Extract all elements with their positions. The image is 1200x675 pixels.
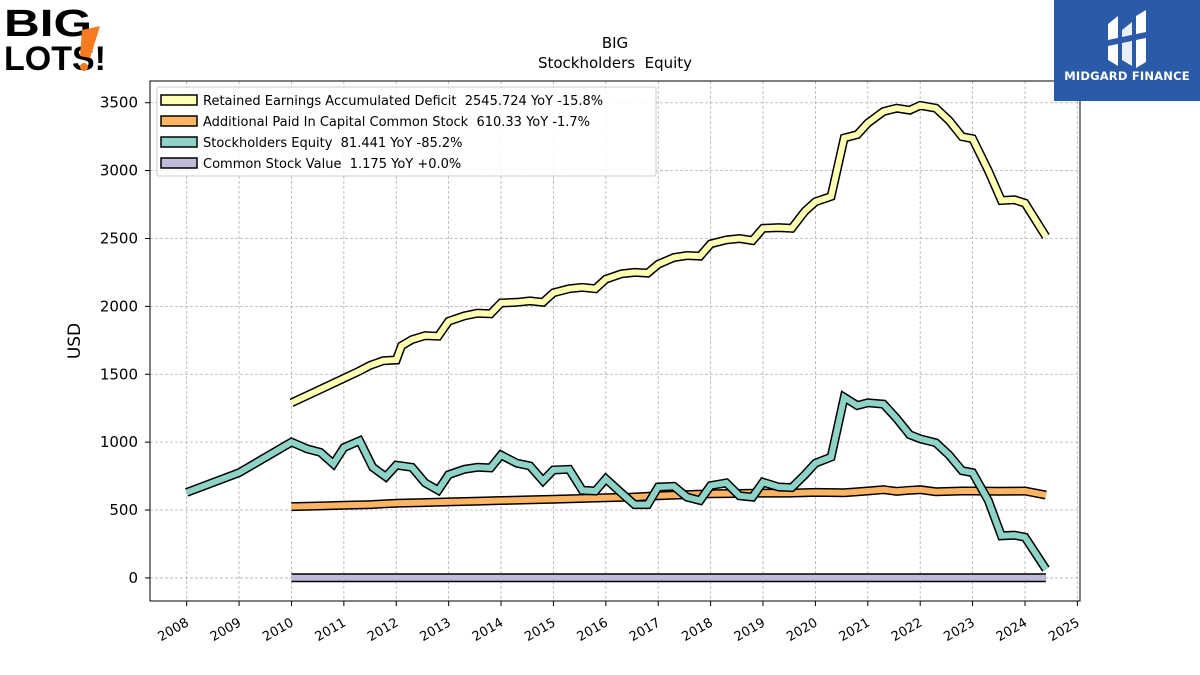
big-lots-logo: BIG LOTS! (4, 4, 104, 74)
y-tick-label: 3000 (100, 162, 138, 180)
big-lots-logo-exclaim-accent (80, 26, 100, 58)
x-tick-label: 2015 (522, 615, 558, 645)
series-2 (291, 485, 1047, 512)
series-line (185, 392, 1049, 571)
legend-swatch (160, 94, 198, 106)
x-tick-label: 2020 (784, 615, 820, 645)
legend-swatch (160, 136, 198, 148)
series-line (291, 486, 1047, 510)
x-tick-label: 2008 (156, 615, 192, 645)
midgard-finance-logo: MIDGARD FINANCE (1054, 0, 1200, 101)
x-tick-label: 2012 (365, 615, 401, 645)
x-tick-label: 2014 (470, 615, 506, 645)
y-tick-label: 1000 (100, 433, 138, 451)
series-3 (185, 390, 1050, 572)
x-tick-label: 2018 (679, 615, 715, 645)
y-axis-label: USD (65, 323, 85, 359)
y-tick-label: 3500 (100, 94, 138, 112)
x-tick-label: 2011 (313, 615, 349, 645)
x-tick-label: 2023 (941, 615, 977, 645)
x-tick-label: 2021 (837, 615, 873, 645)
x-tick-label: 2016 (575, 615, 611, 645)
y-tick-label: 2500 (100, 229, 138, 247)
y-tick-label: 500 (109, 501, 138, 519)
x-tick-label: 2022 (889, 615, 925, 645)
y-tick-label: 0 (128, 569, 138, 587)
x-tick-label: 2019 (732, 615, 768, 645)
x-tick-label: 2010 (260, 615, 296, 645)
x-tick-label: 2009 (208, 615, 244, 645)
legend-entry: Retained Earnings Accumulated Deficit 25… (203, 94, 603, 109)
chart-title: BIG (602, 34, 628, 52)
legend-swatch (160, 115, 198, 127)
big-lots-logo-line1: BIG (4, 4, 92, 45)
x-tick-label: 2017 (627, 615, 663, 645)
x-tick-label: 2013 (417, 615, 453, 645)
legend-swatch (160, 157, 198, 169)
legend-box (156, 86, 657, 177)
y-tick-label: 2000 (100, 297, 138, 315)
legend-entry: Stockholders Equity 81.441 YoY -85.2% (203, 136, 463, 151)
plot-frame (149, 80, 1081, 602)
legend-entry: Common Stock Value 1.175 YoY +0.0% (203, 157, 461, 172)
big-lots-logo-exclaim-dot (80, 63, 88, 71)
midgard-finance-text: MIDGARD FINANCE (1064, 69, 1190, 83)
midgard-mark-icon (1108, 10, 1146, 68)
chart-subtitle: Stockholders Equity (538, 54, 692, 72)
legend-entry: Additional Paid In Capital Common Stock … (203, 115, 590, 130)
series-line (290, 102, 1049, 406)
y-tick-label: 1500 (100, 365, 138, 383)
x-tick-label: 2024 (994, 615, 1030, 645)
series-1 (289, 100, 1050, 407)
legend: Retained Earnings Accumulated Deficit 25… (156, 86, 657, 177)
x-tick-label: 2025 (1046, 615, 1082, 645)
series-group (185, 100, 1050, 583)
series-line-outline (185, 390, 1050, 572)
